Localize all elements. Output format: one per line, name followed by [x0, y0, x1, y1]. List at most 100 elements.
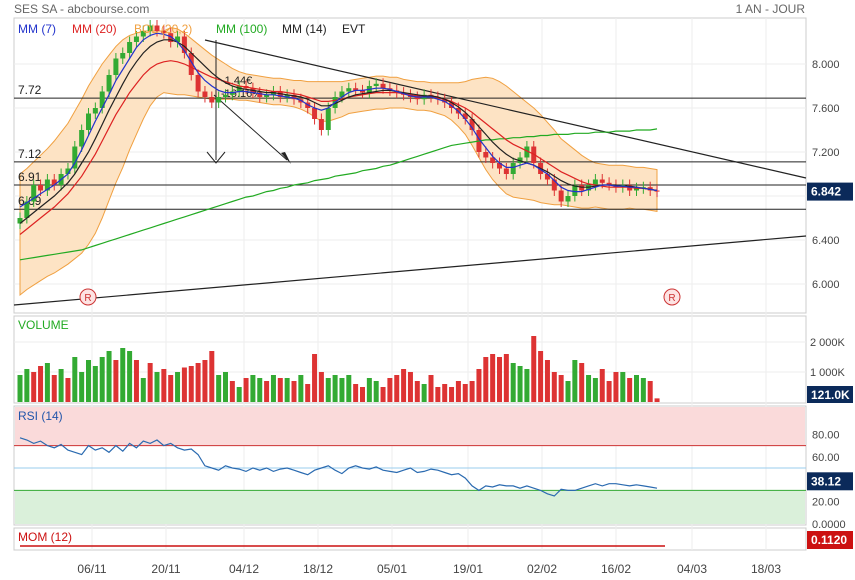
volume-bar [264, 381, 270, 402]
legend-item: MM (14) [282, 22, 327, 36]
volume-bar [497, 357, 502, 402]
volume-bar [223, 372, 228, 402]
volume-bar [24, 369, 30, 402]
ma7-line [19, 32, 658, 208]
volume-bar [106, 351, 112, 402]
level-label: 7.72 [18, 83, 42, 97]
volume-bar [620, 372, 626, 402]
x-tick-label: 04/03 [677, 562, 707, 576]
volume-bar [538, 351, 544, 402]
candle-body [565, 196, 571, 202]
volume-bar [483, 357, 489, 402]
volume-bar [339, 378, 345, 402]
candle-body [346, 88, 352, 92]
candle-body [325, 108, 331, 130]
candle-body [17, 218, 23, 224]
candle-body [51, 179, 57, 185]
candle-body [469, 119, 475, 130]
volume-bar [140, 378, 146, 402]
candle-body [92, 108, 98, 114]
volume-bar [236, 387, 242, 402]
legend-item: MM (7) [18, 22, 56, 36]
candle-body [264, 94, 270, 97]
candle-body [216, 97, 222, 103]
volume-bar [551, 372, 557, 402]
y-tick-label: 8.000 [812, 59, 840, 71]
bollinger-band [19, 27, 658, 297]
candle-body [592, 179, 598, 185]
volume-bar [640, 378, 646, 402]
candle-body [360, 90, 365, 93]
candle-body [181, 36, 187, 53]
x-tick-label: 20/11 [151, 562, 180, 576]
volume-bar [270, 375, 276, 402]
volume-bar [65, 378, 71, 402]
mom-badge [807, 531, 853, 549]
volume-bar [366, 378, 372, 402]
event-marker-label: R [668, 293, 675, 304]
legend-item: MM (100) [216, 22, 267, 36]
candle-body [497, 163, 502, 169]
y-tick-label: 6.000 [812, 279, 840, 291]
volume-bar [127, 351, 133, 402]
candle-body [99, 91, 105, 108]
volume-bar [318, 372, 324, 402]
candle-body [339, 91, 345, 97]
candle-body [524, 146, 530, 158]
volume-bar [161, 369, 167, 402]
volume-bar [510, 363, 516, 402]
candle-body [202, 91, 208, 97]
projection-arrow [281, 152, 291, 164]
rsi-badge [807, 472, 853, 491]
event-marker [79, 288, 97, 306]
volume-bar [353, 384, 359, 402]
chart-title: SES SA - abcbourse.com [14, 2, 150, 16]
volume-bar [243, 378, 249, 402]
volume-bar [476, 369, 482, 402]
x-tick-label: 06/11 [77, 562, 106, 576]
candle-body [209, 97, 215, 103]
volume-bar [449, 387, 455, 402]
volume-bar [407, 372, 413, 402]
candle-body [599, 179, 605, 183]
candle-body [188, 53, 194, 75]
volume-bar [455, 381, 461, 402]
ma14-line [19, 39, 658, 224]
volume-bar [257, 378, 263, 402]
price-panel [13, 17, 807, 314]
volume-bar [654, 398, 660, 402]
candle-body [113, 58, 119, 75]
volume-bar [154, 372, 160, 402]
volume-bar [490, 354, 496, 402]
volume-bar [79, 372, 85, 402]
candle-body [65, 168, 71, 174]
volume-bar [202, 360, 208, 402]
rsi-label: RSI (14) [18, 409, 63, 423]
rsi-oversold-zone [15, 490, 805, 524]
volume-bar [346, 375, 352, 402]
candle-body [147, 25, 153, 31]
candle-body [257, 92, 263, 97]
candle-body [127, 42, 133, 53]
candle-body [318, 119, 324, 130]
volume-bar [394, 375, 400, 402]
x-tick-label: 19/01 [453, 562, 483, 576]
candle-body [154, 25, 160, 31]
candle-body [44, 179, 50, 191]
volume-bar [647, 381, 653, 402]
candle-body [544, 174, 550, 180]
volume-bar [120, 348, 126, 402]
y-tick-label: 7.200 [812, 147, 840, 159]
volume-bar [428, 375, 434, 402]
candle-body [86, 113, 91, 130]
x-tick-label: 18/03 [751, 562, 781, 576]
candle-body [572, 185, 578, 196]
volume-bar [401, 369, 407, 402]
volume-bar [531, 336, 537, 402]
volume-bar [627, 378, 633, 402]
candle-body [353, 88, 359, 91]
candle-body [634, 188, 639, 191]
level-label: 7.12 [18, 147, 42, 161]
volume-bar [216, 375, 222, 402]
